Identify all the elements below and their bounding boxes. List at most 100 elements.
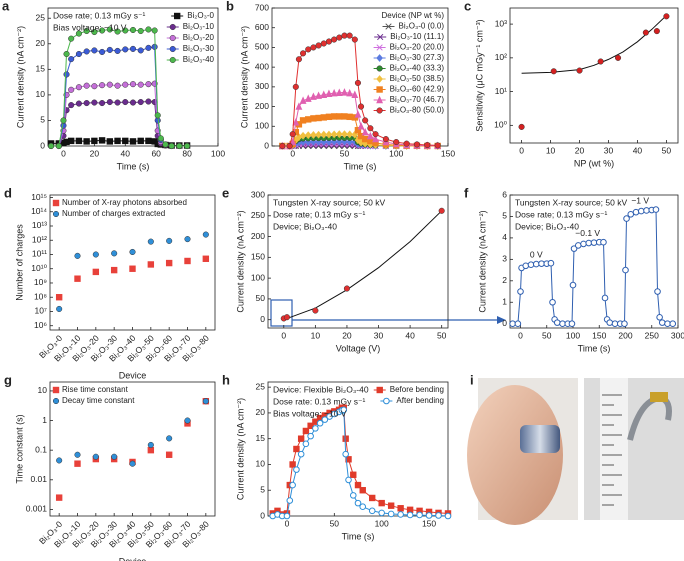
marker [114, 137, 121, 145]
y-tick-label: 200 [255, 101, 269, 111]
y-tick-label: 1 [42, 415, 47, 425]
marker [147, 441, 154, 449]
legend-label: Bi₂O₃-30 (27.3) [390, 53, 445, 62]
x-tick-label: 30 [374, 330, 384, 340]
marker [601, 294, 609, 302]
plot-frame [509, 7, 679, 144]
marker [129, 248, 136, 256]
plot-frame [509, 194, 679, 329]
x-tick-label: 50 [437, 330, 447, 340]
marker [315, 42, 322, 49]
marker [372, 131, 379, 138]
marker [621, 320, 628, 328]
marker [145, 81, 152, 88]
marker [92, 251, 99, 258]
y-axis-label: Current density (nA cm⁻²) [239, 26, 249, 128]
marker [283, 512, 291, 520]
y-tick-label: 700 [255, 2, 269, 12]
marker [169, 56, 176, 64]
x-tick-label: 50 [542, 330, 552, 340]
y-tick-label: 3 [502, 254, 507, 264]
marker [614, 54, 622, 61]
marker [129, 99, 137, 106]
marker [83, 100, 90, 107]
marker [68, 35, 75, 42]
marker [310, 137, 317, 146]
marker [122, 81, 129, 88]
marker [176, 142, 183, 150]
y-tick-label: 1 [502, 297, 507, 307]
annotation: Dose rate; 0.13 mGy s⁻¹ [273, 209, 366, 219]
marker [63, 71, 70, 78]
marker [406, 511, 414, 519]
marker [106, 81, 113, 88]
marker [385, 23, 392, 30]
marker [162, 141, 169, 148]
marker [91, 137, 98, 145]
marker [382, 136, 389, 143]
marker [330, 130, 338, 139]
x-tick-label: 200 [618, 330, 632, 340]
marker [83, 82, 90, 89]
marker [438, 207, 445, 214]
y-tick-label: 100 [255, 121, 269, 131]
y-tick-label: 20 [36, 38, 46, 48]
marker [606, 319, 614, 326]
x-axis-label: NP (wt %) [574, 158, 614, 168]
series-line [51, 83, 188, 147]
marker [52, 397, 60, 405]
annotation: Device; Bi₂O₃-40 [273, 221, 337, 231]
marker [147, 261, 155, 268]
fit-curve [521, 15, 667, 74]
y-tick-label: 10¹³ [32, 220, 47, 230]
marker [632, 208, 640, 216]
legend-label: Bi₂O₃-80 (50.0) [390, 106, 445, 115]
marker [346, 130, 353, 139]
marker [325, 38, 332, 45]
ruler-marks [602, 394, 622, 506]
marker [568, 320, 576, 328]
y-tick-label: 10⁹ [34, 277, 47, 287]
x-axis-label: Device [119, 370, 147, 380]
marker [444, 512, 452, 520]
marker [75, 100, 82, 107]
plot-frame [267, 194, 449, 329]
y-tick-label: 10 [38, 385, 48, 395]
marker [106, 26, 113, 33]
step-label: −1 V [631, 196, 649, 206]
marker [312, 307, 319, 314]
marker [361, 127, 369, 136]
marker [320, 90, 328, 98]
marker [376, 95, 384, 104]
marker [342, 435, 349, 442]
series-line [51, 28, 188, 147]
marker [345, 476, 352, 484]
marker [354, 110, 362, 118]
marker [74, 252, 81, 259]
annotation: Dose rate; 0.13 mGy s⁻¹ [515, 209, 608, 219]
marker [574, 242, 582, 249]
marker [315, 130, 322, 139]
y-tick-label: 10 [256, 459, 266, 469]
y-tick-label: 10¹² [32, 234, 47, 244]
marker [336, 113, 343, 120]
x-tick-label: 150 [441, 148, 455, 158]
legend-label: Bi₂O₃-0 (0.0) [399, 22, 445, 31]
legend-label: Decay time constant [62, 396, 135, 405]
marker [377, 33, 384, 41]
y-tick-label: 0.001 [26, 504, 48, 514]
marker [169, 23, 176, 31]
marker [129, 138, 137, 145]
marker [315, 91, 323, 99]
marker [359, 487, 366, 494]
panel-letter: f [464, 185, 469, 200]
panel-letter: i [470, 372, 474, 387]
marker [656, 313, 663, 321]
marker [514, 320, 522, 328]
y-tick-label: 10³ [495, 18, 507, 28]
marker [309, 92, 317, 100]
legend-label: Number of charges extracted [62, 209, 165, 218]
marker [297, 435, 305, 442]
marker [129, 265, 136, 272]
y-tick-label: 50 [256, 293, 266, 303]
